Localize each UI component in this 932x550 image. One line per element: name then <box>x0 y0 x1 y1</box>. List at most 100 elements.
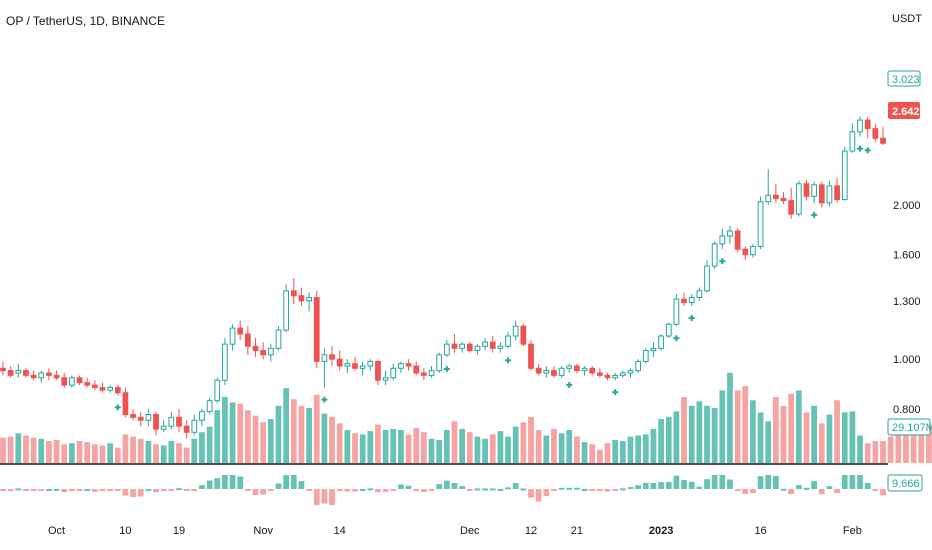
oscillator-bar <box>229 475 236 489</box>
marker-price-badge: 3.023 <box>887 70 921 87</box>
candle <box>214 377 221 404</box>
oscillator-bar <box>298 481 305 489</box>
y-tick-label: 2.000 <box>893 200 921 212</box>
oscillator-bar <box>665 481 672 489</box>
volume-bar <box>535 430 542 463</box>
volume-bar <box>734 390 741 463</box>
candle <box>344 359 351 373</box>
oscillator-bar <box>719 475 726 489</box>
oscillator-bar <box>199 485 205 489</box>
plus-marker <box>719 258 726 265</box>
volume-bar <box>76 441 83 463</box>
oscillator-bar <box>336 489 343 491</box>
plus-marker <box>811 211 818 218</box>
candle <box>826 180 833 207</box>
volume-bar <box>757 412 764 463</box>
oscillator-bar <box>252 489 259 496</box>
candle <box>176 408 182 433</box>
candle <box>199 408 205 427</box>
volume-bar <box>367 431 374 463</box>
candle <box>153 411 159 436</box>
volume-bar <box>696 401 703 463</box>
oscillator-bar <box>214 478 221 489</box>
candle <box>114 385 121 396</box>
candle <box>352 357 358 371</box>
candle <box>750 243 756 258</box>
time-axis[interactable]: Oct 10 19 Nov 14 Dec 12 21 2023 16 Feb <box>48 525 862 537</box>
volume-bar <box>382 430 389 463</box>
volume-bar <box>482 438 488 463</box>
candle <box>53 370 60 381</box>
candle <box>627 368 634 378</box>
volume-bar <box>176 443 182 463</box>
oscillator-bar <box>612 489 619 491</box>
candle <box>604 372 611 381</box>
candle <box>252 338 259 358</box>
candle <box>359 361 366 376</box>
volume-bar <box>665 416 672 463</box>
volume-bar <box>38 438 45 463</box>
candle <box>795 180 802 217</box>
x-tick-label: 19 <box>173 525 185 537</box>
volume-bar <box>910 430 917 463</box>
oscillator-bar <box>619 488 626 491</box>
y-tick-label: 1.600 <box>893 250 921 262</box>
oscillator-bar <box>681 479 687 489</box>
candle <box>780 192 787 204</box>
volume-bar <box>841 412 848 463</box>
volume-bar <box>627 436 634 463</box>
oscillator-bar <box>420 489 427 493</box>
volume-bar <box>811 405 818 463</box>
candle <box>466 342 473 353</box>
candle <box>99 382 106 393</box>
volume-bar <box>818 423 825 463</box>
candle <box>528 340 534 371</box>
volume-bar <box>872 441 879 463</box>
price-axis[interactable]: 2.000 1.600 1.300 1.000 0.800 <box>893 200 921 416</box>
oscillator-bar <box>489 488 496 491</box>
oscillator-bar <box>558 487 565 490</box>
candle <box>589 365 596 376</box>
oscillator-bar <box>727 479 733 489</box>
volume-bar <box>168 441 175 463</box>
volume-bar <box>229 402 236 463</box>
volume-bar <box>780 405 787 463</box>
oscillator-bar <box>428 489 435 491</box>
candle <box>168 411 175 430</box>
volume-bar <box>68 443 75 463</box>
oscillator-bar <box>7 489 14 491</box>
price-candles <box>0 116 886 439</box>
oscillator-bar <box>818 489 825 495</box>
volume-value-text: 29.107M <box>892 422 932 434</box>
plus-marker <box>857 145 864 152</box>
candle <box>428 365 435 378</box>
oscillator-bar <box>153 489 159 493</box>
candle <box>658 334 664 351</box>
volume-bar <box>704 405 710 463</box>
oscillator-bar <box>290 475 297 489</box>
volume-bar <box>7 436 14 463</box>
oscillator-bar <box>306 489 312 491</box>
oscillator-bar <box>30 489 37 491</box>
candle <box>681 292 687 307</box>
oscillator-bar <box>688 481 695 489</box>
plus-marker <box>566 381 573 388</box>
candle <box>505 332 511 349</box>
volume-bar <box>275 405 282 463</box>
volume-bar <box>658 419 664 463</box>
volume-bar <box>398 430 404 463</box>
candle <box>482 338 488 351</box>
volume-bar <box>864 443 871 463</box>
candle <box>650 342 657 358</box>
oscillator-bar <box>76 489 83 491</box>
oscillator-bar <box>145 489 152 491</box>
candle <box>329 346 335 366</box>
volume-bar <box>0 437 6 463</box>
candle <box>704 260 710 293</box>
oscillator-bar <box>137 489 144 497</box>
last-price-badge: 2.642 <box>888 102 920 119</box>
plus-marker <box>505 357 512 364</box>
oscillator-bar <box>283 475 290 489</box>
candle <box>765 169 772 206</box>
